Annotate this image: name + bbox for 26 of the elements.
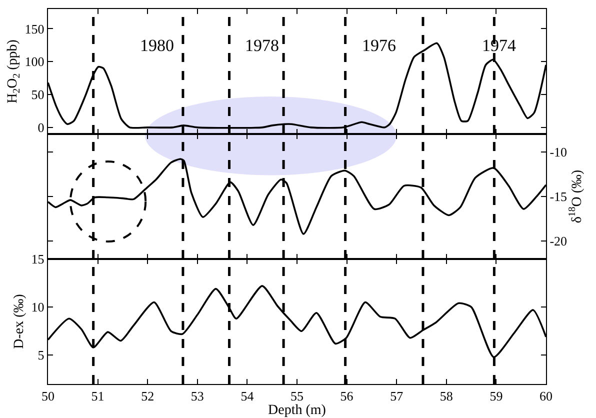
y-tick-label: 5 bbox=[38, 348, 44, 363]
x-tick-label: 53 bbox=[190, 388, 204, 404]
x-tick-label: 57 bbox=[390, 388, 404, 404]
x-axis-title: Depth (m) bbox=[268, 403, 326, 418]
y-tick-label: 0 bbox=[38, 120, 44, 135]
annotation: 1976 bbox=[362, 36, 396, 55]
y-tick-label: 150 bbox=[24, 21, 44, 36]
x-tick-label: 55 bbox=[290, 388, 304, 404]
annotation: 1980 bbox=[140, 36, 174, 55]
y-tick-label: 15 bbox=[31, 252, 44, 267]
y2-tick-label: -15 bbox=[550, 189, 568, 204]
x-tick-label: 51 bbox=[91, 388, 104, 404]
y2-tick-label: -10 bbox=[550, 144, 568, 160]
x-tick-label: 54 bbox=[240, 388, 254, 404]
x-tick-label: 60 bbox=[540, 388, 552, 404]
x-tick-label: 58 bbox=[440, 388, 453, 404]
x-tick-label: 59 bbox=[490, 388, 503, 404]
annotation: 1978 bbox=[245, 36, 279, 55]
y-tick-label: 50 bbox=[31, 87, 44, 102]
y-tick-label: 10 bbox=[31, 300, 44, 315]
x-tick-label: 56 bbox=[340, 388, 354, 404]
y-tick-label: 100 bbox=[24, 54, 44, 70]
annotation: 1974 bbox=[482, 36, 516, 55]
x-tick-label: 52 bbox=[141, 388, 154, 404]
y-axis-title: D-ex (‰) bbox=[12, 294, 27, 349]
y2-tick-label: -20 bbox=[550, 234, 568, 249]
